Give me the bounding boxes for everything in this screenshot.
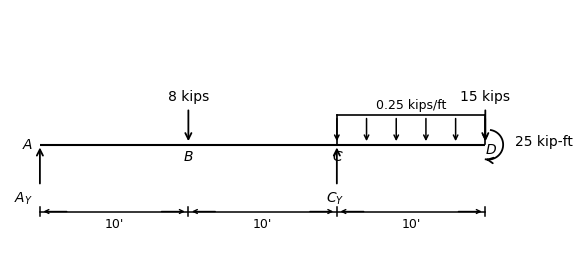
Text: 25 kip-ft: 25 kip-ft <box>515 136 573 150</box>
Text: 8 kips: 8 kips <box>168 90 209 104</box>
Text: $C_Y$: $C_Y$ <box>326 191 345 207</box>
Text: D: D <box>485 143 496 157</box>
Text: $A_Y$: $A_Y$ <box>13 191 33 207</box>
Text: 15 kips: 15 kips <box>460 90 510 104</box>
Text: 10': 10' <box>401 218 420 231</box>
Text: C: C <box>332 150 342 164</box>
Text: 10': 10' <box>253 218 272 231</box>
Text: 10': 10' <box>105 218 124 231</box>
Text: 0.25 kips/ft: 0.25 kips/ft <box>376 99 446 112</box>
Text: B: B <box>183 150 193 164</box>
Text: A: A <box>23 138 33 152</box>
